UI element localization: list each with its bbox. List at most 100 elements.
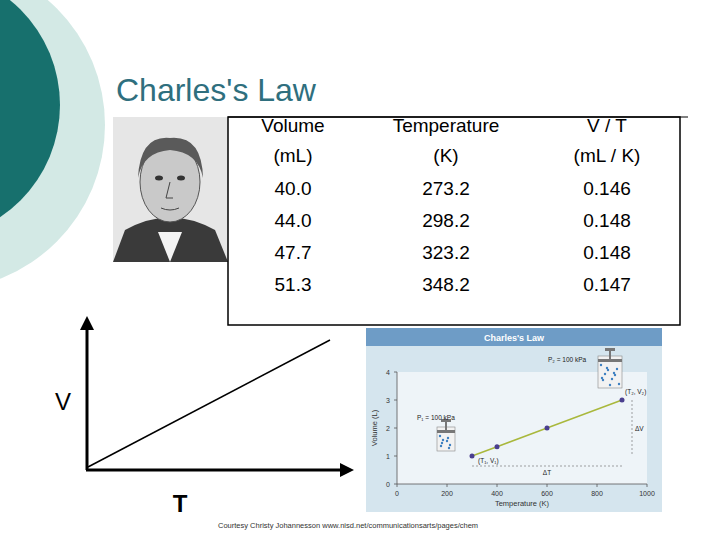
- sketch-x-label: T: [173, 490, 188, 517]
- sketch-y-label: V: [55, 388, 71, 415]
- portrait-mouth: [161, 208, 179, 210]
- table-frame: [228, 117, 680, 325]
- cylinder-body: [437, 427, 455, 451]
- portrait: [113, 117, 228, 262]
- portrait-eye: [177, 176, 185, 181]
- gas-particle: [440, 445, 442, 447]
- portrait-hair: [138, 138, 203, 178]
- cylinder-body: [598, 356, 622, 388]
- y-tick: [394, 428, 397, 429]
- credit: Courtesy Christy Johannesson www.nisd.ne…: [218, 521, 478, 530]
- portrait-nose: [166, 182, 173, 198]
- gas-particle: [442, 439, 444, 441]
- cylinder-piston: [437, 430, 455, 433]
- chart-title: Charles's Law: [484, 333, 545, 343]
- data-line: [472, 400, 622, 456]
- x-axis: [397, 484, 647, 485]
- column-header: Volume: [261, 115, 324, 136]
- x-tick: [397, 484, 398, 487]
- gas-particle: [448, 447, 450, 449]
- gas-particle: [613, 372, 615, 374]
- y-tick-label: 2: [386, 425, 390, 432]
- gas-particle: [439, 435, 441, 437]
- x-tick-label: 600: [541, 490, 553, 497]
- x-tick-label: 200: [441, 490, 453, 497]
- annotation: (T₂, V₂): [625, 388, 646, 396]
- x-tick-label: 800: [591, 490, 603, 497]
- gas-particle: [604, 373, 606, 375]
- table-cell: 298.2: [422, 210, 470, 231]
- gas-particle: [600, 364, 602, 366]
- sketch-graph: VT: [55, 316, 354, 517]
- table-cell: 0.146: [583, 178, 631, 199]
- gas-particle: [447, 437, 449, 439]
- table-cell: 51.3: [275, 274, 312, 295]
- gas-particle: [449, 444, 451, 446]
- column-unit: (mL / K): [574, 145, 641, 166]
- gas-particle: [616, 368, 618, 370]
- column-unit: (mL): [273, 145, 312, 166]
- slide: Charles's LawVolume(mL)Temperature(K)V /…: [0, 0, 720, 540]
- table-cell: 0.147: [583, 274, 631, 295]
- delta-t-guide: [472, 466, 622, 467]
- table-cell: 40.0: [275, 178, 312, 199]
- annotation: P₁ = 100 kPa: [417, 414, 455, 421]
- y-tick-label: 4: [386, 369, 390, 376]
- cylinder-icon: [598, 348, 622, 388]
- cylinder-handle: [605, 348, 615, 351]
- gas-particle: [611, 378, 613, 380]
- x-tick-label: 0: [395, 490, 399, 497]
- chart-header: [366, 328, 662, 346]
- y-tick-label: 3: [386, 397, 390, 404]
- data-group: [470, 398, 625, 459]
- portrait-bg: [113, 117, 228, 262]
- portrait-collar: [158, 232, 182, 262]
- gas-particle: [446, 440, 448, 442]
- data-point: [620, 398, 625, 403]
- annotation: P₂ = 100 kPa: [548, 356, 587, 363]
- chart-bg: [366, 328, 662, 512]
- cylinder-icon: [437, 419, 455, 451]
- table-cell: 323.2: [422, 242, 470, 263]
- sketch-y-axis: [86, 322, 89, 470]
- annotation: (T₁, V₁): [478, 457, 499, 465]
- annotation: ΔT: [543, 469, 551, 476]
- data-point: [545, 426, 550, 431]
- gas-particle: [441, 442, 443, 444]
- x-tick: [597, 484, 598, 487]
- table-cell: 348.2: [422, 274, 470, 295]
- annotation: ΔV: [635, 425, 644, 432]
- x-tick: [547, 484, 548, 487]
- sketch-arrow: [340, 463, 354, 477]
- x-axis-label: Temperature (K): [495, 499, 550, 508]
- gas-particle: [606, 367, 608, 369]
- portrait-coat: [113, 218, 228, 263]
- decor-circle-light: [0, 0, 105, 290]
- y-tick: [394, 456, 397, 457]
- cylinder-piston: [598, 359, 622, 362]
- x-tick-label: 400: [491, 490, 503, 497]
- table-cell: 44.0: [275, 210, 312, 231]
- slide-title: Charles's Law: [116, 72, 317, 108]
- table-cell: 47.7: [275, 242, 312, 263]
- y-axis-label: Volume (L): [370, 409, 379, 446]
- y-tick: [394, 484, 397, 485]
- table-cell: 0.148: [583, 242, 631, 263]
- cylinder-rod: [445, 421, 447, 430]
- x-tick: [647, 484, 648, 487]
- y-tick: [394, 400, 397, 401]
- gas-particle: [618, 383, 620, 385]
- gas-particle: [601, 377, 603, 379]
- inset-chart: Charles's Law 0 200 400 600 800 1000 0 1 2 3 4 Tempe…: [366, 328, 662, 512]
- column-unit: (K): [433, 145, 458, 166]
- y-tick-label: 0: [386, 481, 390, 488]
- x-tick-label: 1000: [639, 490, 655, 497]
- x-tick: [497, 484, 498, 487]
- y-tick: [394, 372, 397, 373]
- y-tick-label: 1: [386, 453, 390, 460]
- table-cell: 273.2: [422, 178, 470, 199]
- column-header: Temperature: [393, 115, 500, 136]
- sketch-x-axis: [86, 469, 348, 472]
- plot-area: [397, 372, 647, 484]
- background: [0, 0, 720, 540]
